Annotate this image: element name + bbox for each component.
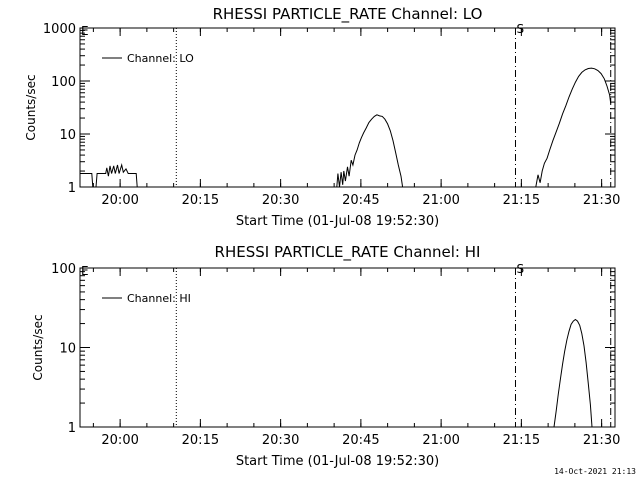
panel2-y-tick-label: 1: [68, 421, 76, 436]
panel1-x-tick-label: 20:15: [182, 193, 219, 208]
panel2-y-axis-label: Counts/sec: [31, 314, 45, 380]
panel1-x-tick-label: 21:00: [422, 193, 459, 208]
panel2-x-axis-label: Start Time (01-Jul-08 19:52:30): [236, 454, 439, 469]
panel1-x-tick-label: 20:00: [101, 193, 138, 208]
panel1-series-line-segment-1: [80, 163, 138, 188]
panel1-x-tick-label: 20:30: [262, 193, 299, 208]
panel2-y-tick-label: 100: [51, 262, 76, 277]
panel2-x-tick-label: 20:15: [182, 433, 219, 448]
panel2-chart-title: RHESSI PARTICLE_RATE Channel: HI: [215, 243, 481, 262]
panel1-series-line-segment-3: [535, 67, 612, 188]
panel2-legend-label: Channel: HI: [127, 292, 191, 305]
plot-timestamp: 14-Oct-2021 21:13: [554, 467, 636, 476]
panel2-vline-label: S: [516, 262, 524, 276]
panel2-corner-marker: E: [81, 264, 89, 278]
panel1-y-tick-label: 100: [51, 75, 76, 90]
panel2-x-tick-label: 21:30: [583, 433, 620, 448]
panel1-vline-label: S: [516, 22, 524, 36]
panel1-y-axis-label: Counts/sec: [24, 74, 38, 140]
panel1-legend-label: Channel: LO: [127, 52, 194, 65]
panel1-series-line-segment-2: [336, 114, 404, 188]
panel1-y-tick-label: 1: [68, 181, 76, 196]
panel2-y-tick-label: 10: [59, 342, 76, 357]
panel1-corner-marker: E: [81, 24, 89, 38]
panel2-x-tick-label: 20:30: [262, 433, 299, 448]
panel1-chart-title: RHESSI PARTICLE_RATE Channel: LO: [213, 5, 483, 24]
panel1-x-tick-label: 21:15: [503, 193, 540, 208]
panel2-x-tick-label: 21:00: [422, 433, 459, 448]
panel2-x-tick-label: 20:00: [101, 433, 138, 448]
panel2-x-tick-label: 20:45: [342, 433, 379, 448]
panel1-x-axis-label: Start Time (01-Jul-08 19:52:30): [236, 214, 439, 229]
panel1-x-tick-label: 21:30: [583, 193, 620, 208]
panel1-y-tick-label: 1000: [43, 22, 76, 37]
panel1-y-tick-label: 10: [59, 128, 76, 143]
panel2-x-tick-label: 21:15: [503, 433, 540, 448]
panel1-x-tick-label: 20:45: [342, 193, 379, 208]
panel1-plot-frame: [79, 27, 616, 188]
panel2-series-line-segment-1: [553, 318, 593, 428]
